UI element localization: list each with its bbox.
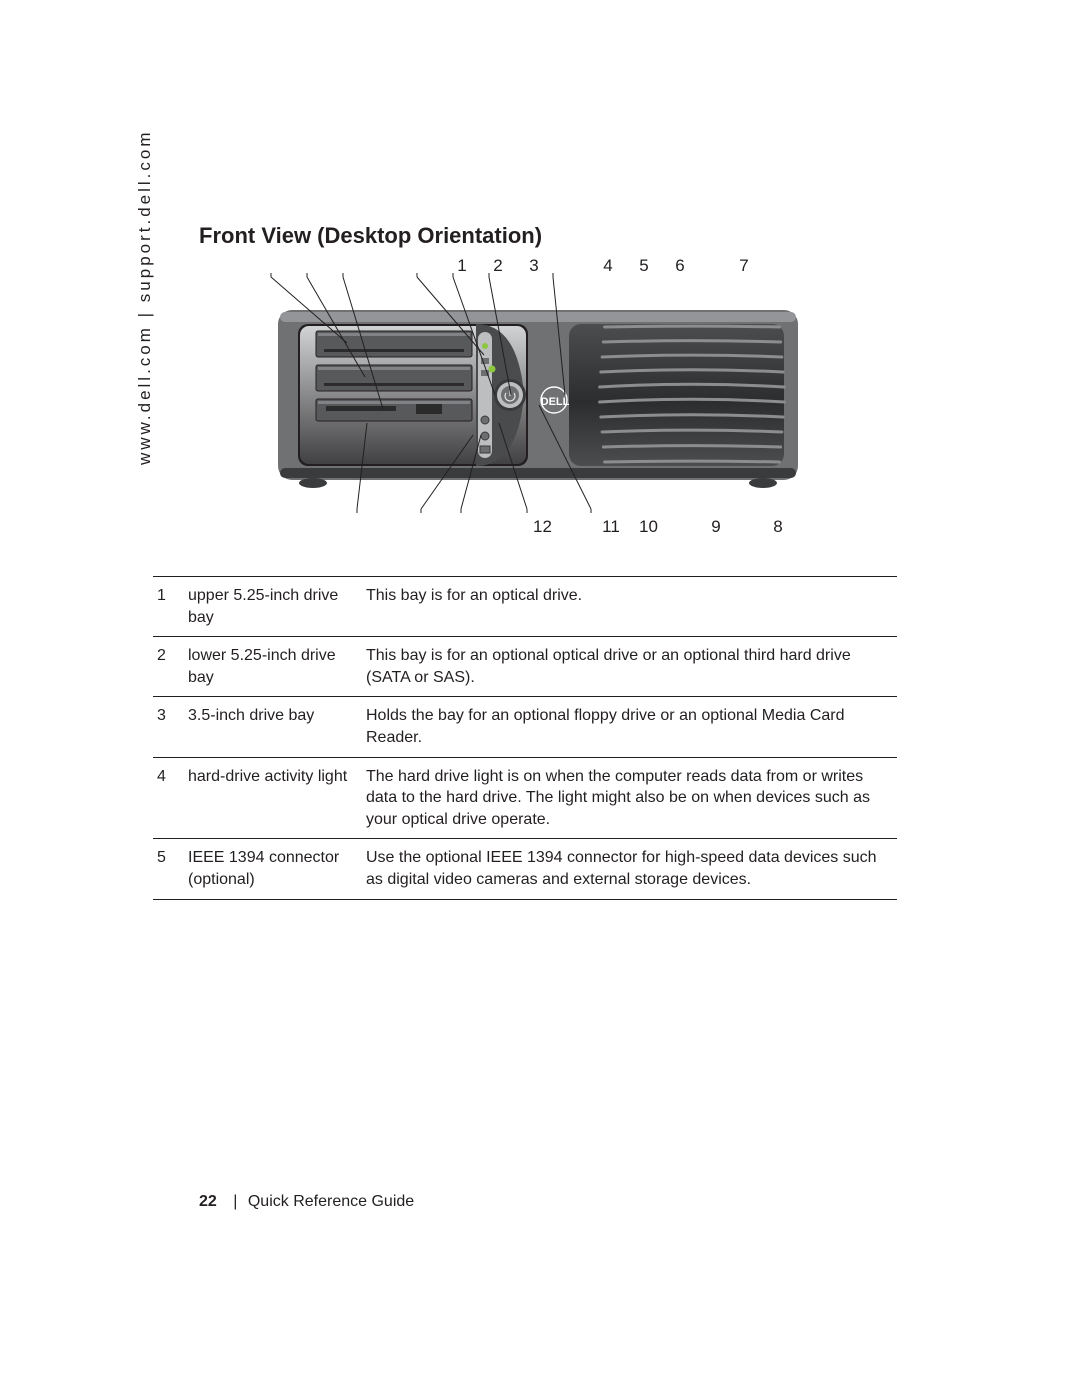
row-description: This bay is for an optical drive.: [366, 585, 897, 628]
row-label: IEEE 1394 connector (optional): [188, 847, 366, 890]
side-url-label: www.dell.com | support.dell.com: [135, 129, 155, 465]
table-row: 33.5-inch drive bayHolds the bay for an …: [153, 696, 897, 756]
row-label: hard-drive activity light: [188, 766, 366, 831]
row-number: 3: [153, 705, 188, 748]
footer-title: Quick Reference Guide: [248, 1193, 414, 1210]
footer-separator: |: [233, 1193, 237, 1210]
front-view-diagram: DELL: [199, 255, 879, 555]
table-row: 5IEEE 1394 connector (optional)Use the o…: [153, 838, 897, 899]
table-row: 4hard-drive activity lightThe hard drive…: [153, 757, 897, 839]
row-description: Use the optional IEEE 1394 connector for…: [366, 847, 897, 890]
row-label: lower 5.25-inch drive bay: [188, 645, 366, 688]
row-number: 5: [153, 847, 188, 890]
section-heading: Front View (Desktop Orientation): [199, 223, 542, 249]
row-number: 2: [153, 645, 188, 688]
row-label: upper 5.25-inch drive bay: [188, 585, 366, 628]
svg-text:DELL: DELL: [541, 396, 570, 408]
row-description: This bay is for an optional optical driv…: [366, 645, 897, 688]
row-number: 1: [153, 585, 188, 628]
table-row: 1upper 5.25-inch drive bayThis bay is fo…: [153, 576, 897, 636]
page-footer: 22 | Quick Reference Guide: [199, 1193, 414, 1211]
row-label: 3.5-inch drive bay: [188, 705, 366, 748]
row-number: 4: [153, 766, 188, 831]
page-number: 22: [199, 1193, 217, 1210]
row-description: Holds the bay for an optional floppy dri…: [366, 705, 897, 748]
callout-description-table: 1upper 5.25-inch drive bayThis bay is fo…: [153, 576, 897, 900]
row-description: The hard drive light is on when the comp…: [366, 766, 897, 831]
table-row: 2lower 5.25-inch drive bayThis bay is fo…: [153, 636, 897, 696]
